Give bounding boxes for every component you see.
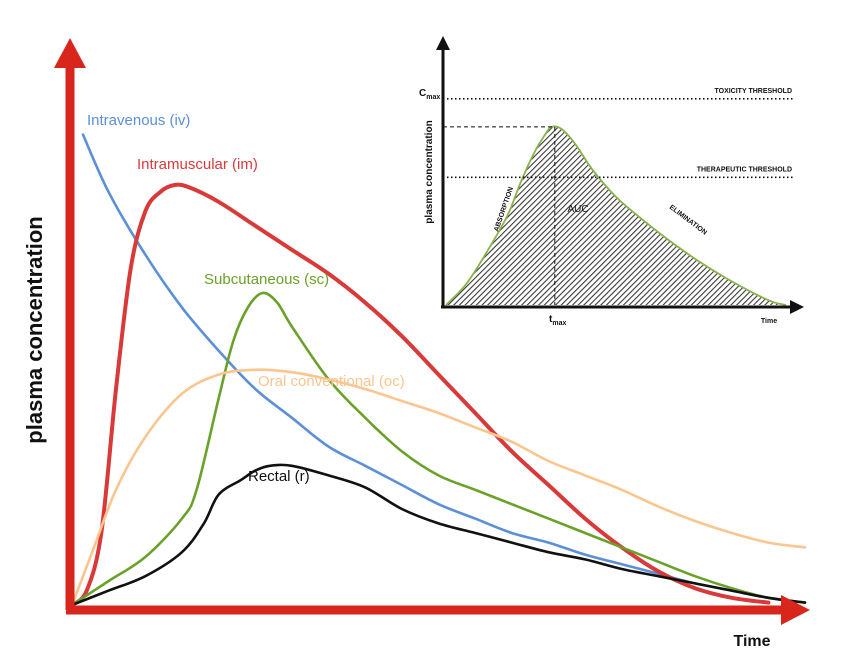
series-intramuscular-label: Intramuscular (im) [137, 156, 258, 173]
main-y-axis-arrowhead [54, 38, 86, 68]
main-series-lines [70, 133, 807, 607]
main-chart: Intravenous (iv) Intramuscular (im) Subcut… [22, 38, 810, 650]
main-y-axis-label: plasma concentration [22, 216, 47, 443]
svg-text:Cmax: Cmax [419, 88, 440, 101]
main-x-axis-arrowhead [781, 595, 810, 625]
series-oral-conventional-line [70, 368, 807, 607]
series-oral-conventional-label: Oral conventional (oc) [258, 373, 405, 390]
inset-cmax-tick-label: Cmax [419, 88, 440, 101]
inset-concentration-curve [445, 125, 787, 306]
cmax-sub: max [426, 94, 440, 101]
main-series-labels: Intravenous (iv) Intramuscular (im) Subcut… [87, 112, 405, 485]
series-subcutaneous-line [70, 291, 807, 607]
main-x-axis-label: Time [733, 633, 770, 650]
inset-y-axis-label: plasma concentration [424, 120, 435, 223]
inset-auc-area [446, 126, 786, 305]
inset-y-axis-arrowhead [436, 36, 450, 50]
series-intravenous-label: Intravenous (iv) [87, 112, 190, 129]
therapeutic-threshold-label: THERAPEUTIC THRESHOLD [697, 166, 792, 173]
series-rectal-line [70, 463, 807, 607]
inset-tmax-tick-label: tmax [549, 314, 566, 327]
inset-auc-label: AUC [567, 204, 588, 215]
toxicity-threshold-label: TOXICITY THRESHOLD [714, 88, 792, 95]
cmax-base: C [419, 88, 426, 99]
inset-elimination-label: ELIMINATION [668, 204, 708, 237]
series-subcutaneous-label: Subcutaneous (sc) [204, 271, 329, 288]
series-rectal-label: Rectal (r) [248, 468, 310, 485]
svg-text:tmax: tmax [549, 314, 566, 327]
tmax-sub: max [552, 320, 566, 327]
inset-x-axis-label: Time [761, 318, 777, 325]
inset-thresholds: TOXICITY THRESHOLD THERAPEUTIC THRESHOLD [443, 88, 795, 179]
tmax-base: t [549, 314, 553, 325]
inset-x-axis-arrowhead [790, 300, 804, 314]
